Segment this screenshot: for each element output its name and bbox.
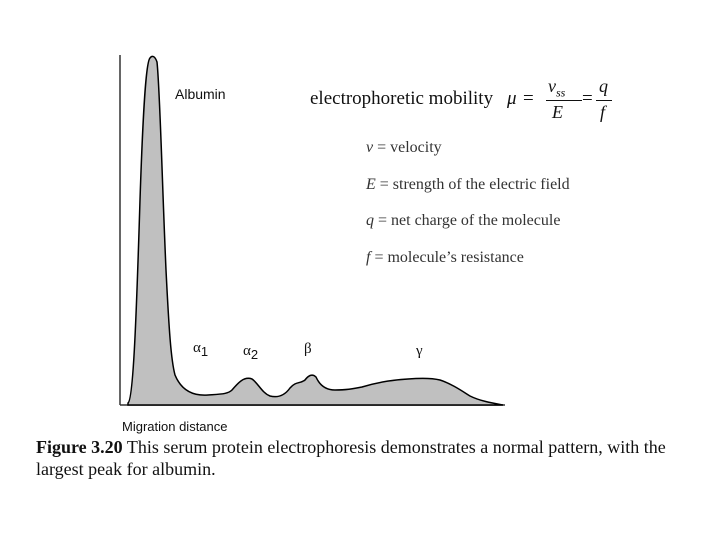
formula-equals-1: = (523, 88, 534, 109)
x-axis-label: Migration distance (122, 419, 228, 434)
mobility-formula: electrophoretic mobility μ = vss E = q f (310, 72, 630, 132)
fraction-bar-1 (546, 100, 582, 101)
alpha1-label: α1 (193, 340, 209, 359)
fraction-bar-2 (596, 100, 612, 101)
alpha2-label: α2 (243, 343, 259, 362)
definition-charge: q = net charge of the molecule (366, 212, 561, 229)
figure-caption: Figure 3.20 This serum protein electroph… (36, 437, 666, 479)
definition-resistance: f = molecule’s resistance (366, 248, 524, 266)
formula-numerator-2: q (599, 76, 608, 96)
albumin-label: Albumin (175, 86, 226, 102)
definitions-list: v = velocity E = strength of the electri… (366, 138, 570, 284)
definition-field-strength: E = strength of the electric field (366, 175, 570, 193)
formula-numerator-1: vss (548, 76, 566, 100)
beta-label: β (304, 341, 312, 357)
formula-mu: μ (507, 88, 517, 109)
definition-velocity: v = velocity (366, 139, 442, 156)
electrophoresis-trace (127, 55, 504, 406)
gamma-label: γ (416, 343, 423, 359)
formula-word: electrophoretic mobility (310, 88, 494, 109)
formula-denominator-1: E (552, 102, 563, 122)
formula-denominator-2: f (600, 102, 606, 122)
formula-equals-2: = (582, 88, 593, 109)
